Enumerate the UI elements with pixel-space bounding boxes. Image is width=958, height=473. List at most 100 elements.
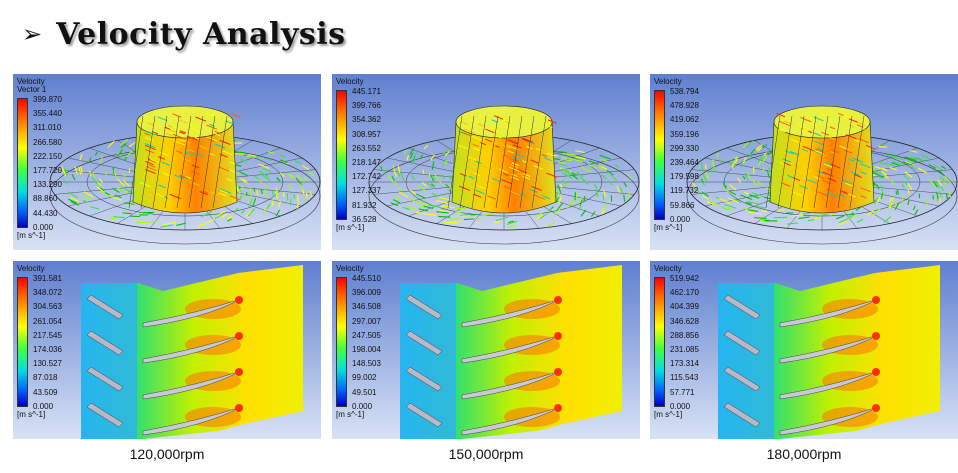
legend-unit: [m s^-1] (17, 230, 46, 240)
legend-tick: 396.009 (352, 288, 381, 298)
legend-tick: 173.314 (670, 359, 699, 369)
legend-unit: [m s^-1] (654, 222, 683, 232)
legend-tick: 172.742 (352, 172, 381, 182)
legend-tick: 177.720 (33, 166, 62, 175)
legend-tick: 59.866 (670, 200, 695, 210)
legend-tick: 217.545 (33, 330, 62, 340)
legend-tick: 261.054 (33, 316, 62, 326)
legend-tick: 445.171 (352, 87, 381, 96)
legend-tick: 87.018 (33, 373, 58, 383)
legend-tick: 263.552 (352, 143, 381, 153)
legend-tick: 538.794 (670, 87, 699, 96)
vector-image (650, 74, 958, 250)
velocity-legend: Velocity 445.171 399.766 354.362 308.957 263.… (336, 77, 381, 234)
velocity-legend: Velocity 391.581 348.072 304.563 261.054 217.… (17, 264, 62, 421)
legend-tick: 348.072 (33, 288, 62, 298)
color-bar (336, 90, 347, 220)
rotor-top (773, 105, 871, 139)
contour-plot-3: Velocity 519.942 462.170 404.399 346.628 288.… (650, 261, 958, 439)
vector-plot-2: Velocity 445.171 399.766 354.362 308.957 263.… (332, 74, 640, 250)
legend-tick: 130.527 (33, 359, 62, 369)
legend-tick: 419.062 (670, 115, 699, 125)
contour-image (332, 261, 640, 439)
legend-tick: 247.505 (352, 330, 381, 340)
contour-image (13, 261, 321, 439)
legend-tick: 308.957 (352, 129, 381, 139)
legend-title: Velocity (336, 264, 364, 273)
vector-plot-1: Velocity Vector 1 399.870 355.440 311.010 266… (13, 74, 321, 250)
legend-tick: 0.000 (33, 222, 54, 232)
legend-tick: 0.000 (33, 401, 54, 411)
legend-tick: 43.509 (33, 387, 58, 397)
legend-title: Velocity (17, 77, 45, 86)
legend-tick: 239.464 (670, 158, 699, 167)
legend-tick: 0.000 (352, 401, 373, 411)
legend-unit: [m s^-1] (17, 409, 46, 419)
legend-tick: 222.150 (33, 151, 62, 161)
velocity-legend: Velocity Vector 1 399.870 355.440 311.010 266… (17, 77, 62, 242)
color-bar (17, 277, 28, 407)
guide-vane (405, 402, 443, 428)
vector-image (332, 74, 640, 250)
legend-tick: 391.581 (33, 274, 62, 283)
legend-tick: 346.508 (352, 302, 381, 312)
legend-tick: 36.528 (352, 214, 377, 224)
legend-tick: 49.501 (352, 387, 377, 397)
rpm-label: 180,000rpm (766, 446, 842, 462)
legend-tick: 519.942 (670, 274, 699, 283)
legend-tick: 354.362 (352, 115, 381, 125)
vector-plot-3: Velocity 538.794 478.928 419.062 359.196 299.… (650, 74, 958, 250)
legend-tick: 115.543 (670, 373, 699, 383)
guide-vane (723, 366, 761, 392)
legend-tick: 0.000 (670, 214, 691, 224)
color-bar (336, 277, 347, 407)
guide-vane (86, 294, 124, 320)
guide-vane (723, 294, 761, 320)
page-header: ➢ Velocity Analysis (22, 14, 346, 54)
legend-title: Velocity (654, 264, 682, 273)
color-bar (17, 98, 28, 228)
legend-tick: 88.860 (33, 194, 58, 204)
legend-tick: 346.628 (670, 316, 699, 326)
legend-title: Velocity (17, 264, 45, 273)
guide-vane (86, 366, 124, 392)
color-bar (654, 277, 665, 407)
legend-tick: 99.002 (352, 373, 377, 383)
guide-vane (405, 366, 443, 392)
legend-tick: 288.856 (670, 330, 699, 340)
legend-tick: 218.147 (352, 158, 381, 167)
legend-tick: 311.010 (33, 123, 62, 133)
contour-image (650, 261, 958, 439)
legend-subtitle: Vector 1 (17, 85, 47, 94)
guide-vane (405, 294, 443, 320)
legend-tick: 231.085 (670, 345, 699, 354)
legend-tick: 119.732 (670, 186, 699, 196)
rotor (132, 121, 238, 214)
arrow-bullet-icon: ➢ (22, 20, 43, 48)
guide-vane (405, 330, 443, 356)
contour-plot-2: Velocity 445.510 396.009 346.508 297.007 247.… (332, 261, 640, 439)
legend-tick: 133.290 (33, 180, 62, 190)
legend-tick: 299.330 (670, 143, 699, 153)
legend-tick: 359.196 (670, 129, 699, 139)
legend-tick: 127.337 (352, 186, 381, 196)
legend-tick: 0.000 (670, 401, 691, 411)
rpm-label: 120,000rpm (129, 446, 205, 462)
velocity-legend: Velocity 445.510 396.009 346.508 297.007 247.… (336, 264, 381, 421)
velocity-legend: Velocity 538.794 478.928 419.062 359.196 299.… (654, 77, 699, 234)
legend-unit: [m s^-1] (336, 409, 365, 419)
guide-vane (723, 330, 761, 356)
legend-tick: 148.503 (352, 359, 381, 369)
legend-title: Velocity (654, 77, 682, 86)
legend-title: Velocity (336, 77, 364, 86)
rotor (451, 121, 557, 214)
legend-tick: 81.932 (352, 200, 377, 210)
legend-tick: 462.170 (670, 288, 699, 298)
guide-vane (723, 402, 761, 428)
rotor-top (455, 105, 553, 139)
vector-image (13, 74, 321, 250)
legend-unit: [m s^-1] (654, 409, 683, 419)
legend-tick: 445.510 (352, 274, 381, 283)
legend-tick: 355.440 (33, 109, 62, 119)
legend-tick: 57.771 (670, 387, 695, 397)
